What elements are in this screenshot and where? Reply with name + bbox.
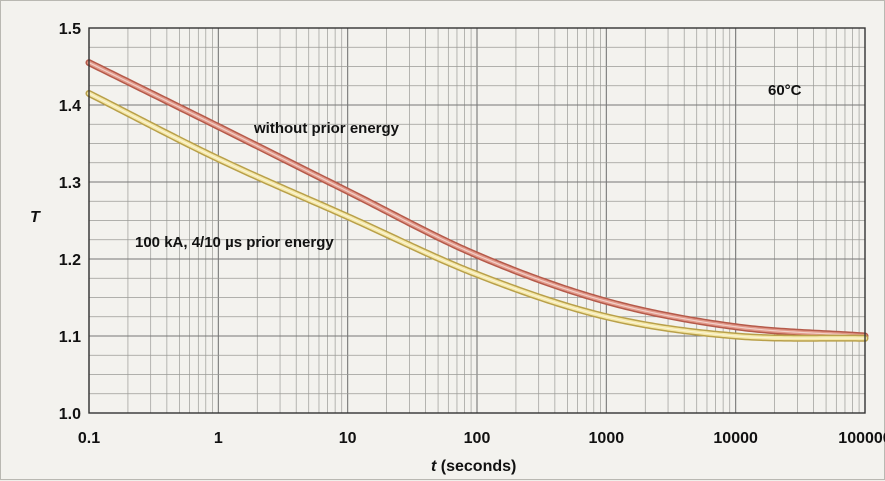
grid-layer [89, 28, 865, 413]
y-tick-label: 1.4 [59, 98, 81, 115]
y-tick-label: 1.0 [59, 406, 81, 423]
x-tick-label: 100000 [838, 430, 885, 447]
y-tick-label: 1.1 [59, 329, 81, 346]
x-tick-label: 1000 [589, 430, 625, 447]
annotation-without-prior-energy: without prior energy [253, 120, 400, 137]
annotation-with-prior-energy: 100 kA, 4/10 µs prior energy [135, 234, 334, 251]
x-tick-label: 0.1 [78, 430, 100, 447]
y-tick-label: 1.2 [59, 252, 81, 269]
x-tick-label: 100 [464, 430, 491, 447]
x-axis-label: t (seconds) [431, 458, 516, 475]
x-axis-label-units: (seconds) [436, 458, 516, 475]
annotation-temperature: 60°C [768, 82, 802, 99]
x-tick-label: 10 [339, 430, 357, 447]
x-tick-label: 10000 [713, 430, 758, 447]
y-tick-label: 1.5 [59, 21, 81, 38]
y-tick-label: 1.3 [59, 175, 81, 192]
x-tick-label: 1 [214, 430, 223, 447]
y-axis-label: T [30, 209, 41, 226]
